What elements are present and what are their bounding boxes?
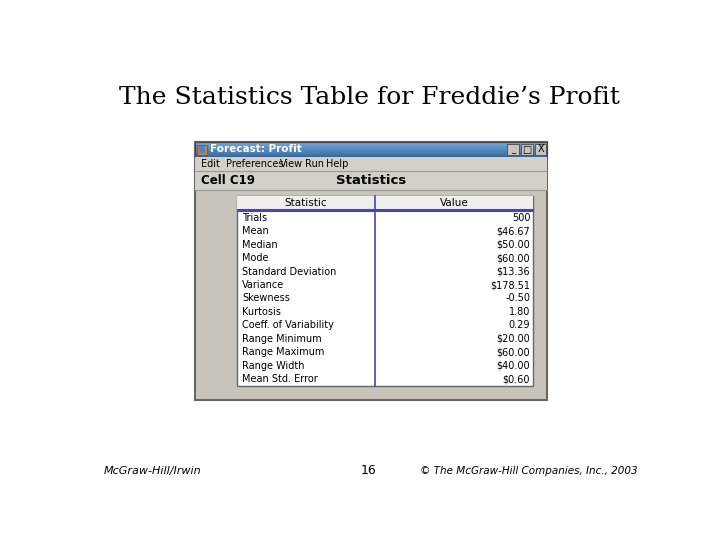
Bar (194, 147, 547, 148)
Text: Coeff. of Variability: Coeff. of Variability (242, 320, 334, 330)
Text: Statistics: Statistics (336, 174, 406, 187)
Bar (194, 156, 547, 157)
Text: X: X (537, 145, 544, 154)
Text: 0.29: 0.29 (509, 320, 530, 330)
Bar (194, 154, 547, 155)
Bar (194, 142, 547, 157)
Text: $60.00: $60.00 (497, 347, 530, 357)
Text: Range Maximum: Range Maximum (242, 347, 324, 357)
Bar (199, 146, 205, 153)
Bar (194, 144, 547, 145)
Text: Skewness: Skewness (242, 294, 289, 303)
Text: $60.00: $60.00 (497, 253, 530, 263)
Bar (194, 155, 547, 156)
Text: Mean: Mean (242, 226, 269, 237)
Text: $178.51: $178.51 (490, 280, 530, 290)
Text: □: □ (522, 145, 531, 154)
Bar (194, 152, 547, 153)
Text: Edit: Edit (201, 159, 220, 169)
Bar (238, 195, 534, 210)
Bar (194, 153, 547, 154)
Text: Forecast: Profit: Forecast: Profit (210, 145, 302, 154)
Bar (194, 145, 547, 146)
Text: View: View (280, 159, 303, 169)
Text: Range Minimum: Range Minimum (242, 334, 322, 344)
Bar (194, 143, 547, 144)
Text: © The McGraw-Hill Companies, Inc., 2003: © The McGraw-Hill Companies, Inc., 2003 (420, 465, 637, 476)
Text: Statistic: Statistic (285, 198, 328, 207)
Bar (194, 142, 547, 143)
Text: Help: Help (325, 159, 348, 169)
Bar (194, 148, 547, 150)
Text: Preferences: Preferences (225, 159, 283, 169)
Text: The Statistics Table for Freddie’s Profit: The Statistics Table for Freddie’s Profi… (119, 86, 619, 109)
Bar (535, 144, 546, 155)
Text: Value: Value (440, 198, 469, 207)
Text: Cell C19: Cell C19 (201, 174, 255, 187)
Text: Trials: Trials (242, 213, 267, 223)
Text: $50.00: $50.00 (497, 240, 530, 249)
Text: Kurtosis: Kurtosis (242, 307, 281, 317)
Text: Run: Run (305, 159, 324, 169)
Text: McGraw-Hill/Irwin: McGraw-Hill/Irwin (104, 465, 202, 476)
Text: $20.00: $20.00 (497, 334, 530, 344)
Text: 1.80: 1.80 (509, 307, 530, 317)
Text: Mean Std. Error: Mean Std. Error (242, 374, 318, 384)
Bar (194, 150, 547, 151)
Text: $46.67: $46.67 (497, 226, 530, 237)
Bar (194, 142, 547, 400)
Bar (194, 151, 547, 152)
Text: $13.36: $13.36 (497, 267, 530, 276)
Bar (194, 146, 547, 147)
Text: Variance: Variance (242, 280, 284, 290)
Text: 16: 16 (361, 464, 377, 477)
Bar (194, 171, 547, 190)
Text: 500: 500 (512, 213, 530, 223)
Text: _: _ (510, 145, 515, 154)
Text: $40.00: $40.00 (497, 361, 530, 371)
Bar (507, 144, 518, 155)
Text: Median: Median (242, 240, 277, 249)
Text: Standard Deviation: Standard Deviation (242, 267, 336, 276)
Bar (194, 157, 547, 171)
Bar (197, 145, 207, 155)
Bar (238, 195, 534, 386)
Bar (521, 144, 533, 155)
Text: $0.60: $0.60 (503, 374, 530, 384)
Text: Mode: Mode (242, 253, 269, 263)
Text: Range Width: Range Width (242, 361, 305, 371)
Text: -0.50: -0.50 (505, 294, 530, 303)
